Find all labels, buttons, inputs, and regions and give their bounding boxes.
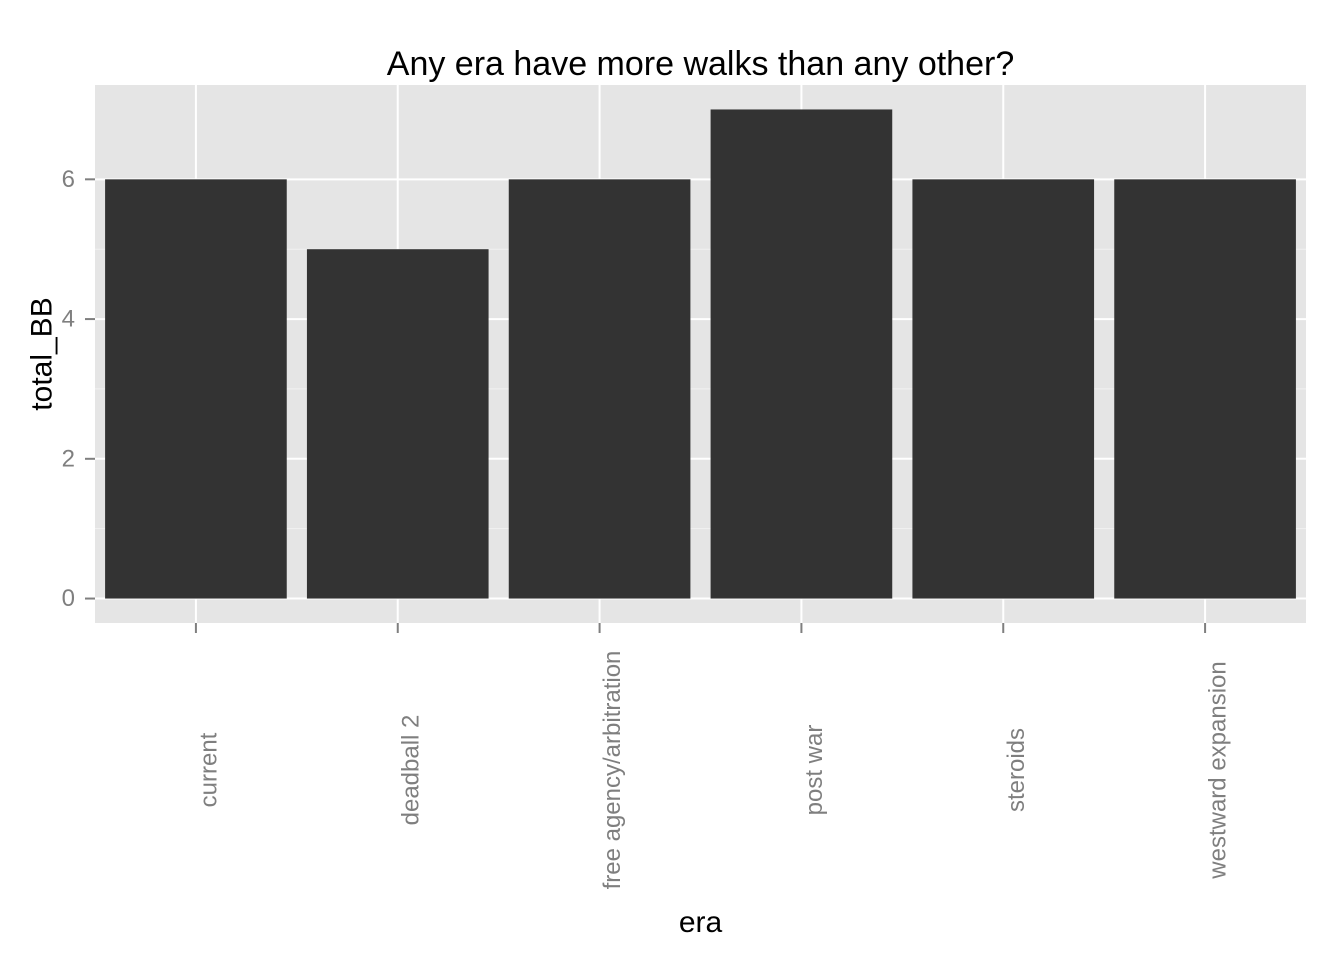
y-tick-label: 0 xyxy=(62,585,75,612)
bars xyxy=(105,109,1296,599)
y-tick-label: 2 xyxy=(62,445,75,472)
x-tick-label: free agency/arbitration xyxy=(599,651,626,890)
bar xyxy=(306,249,489,599)
plot-panel xyxy=(95,85,1306,623)
x-tick-label: current xyxy=(195,732,222,807)
x-axis-title: era xyxy=(679,906,723,939)
y-tick-label: 6 xyxy=(62,166,75,193)
x-tick-label: westward expansion xyxy=(1205,661,1232,879)
x-axis: current deadball 2 free agency/arbitration… xyxy=(194,623,1232,890)
bar xyxy=(508,179,691,599)
chart-title: Any era have more walks than any other? xyxy=(387,45,1014,83)
y-tick-label: 4 xyxy=(62,306,75,333)
y-axis: 0 2 4 6 xyxy=(62,166,95,612)
x-tick-label: deadball 2 xyxy=(397,715,424,826)
x-tick-label: post war xyxy=(801,725,828,816)
y-axis-title: total_BB xyxy=(26,297,59,410)
bar xyxy=(1114,179,1296,599)
bar xyxy=(710,109,893,599)
x-tick-label: steroids xyxy=(1003,728,1030,812)
bar xyxy=(105,179,287,599)
bar xyxy=(912,179,1095,599)
